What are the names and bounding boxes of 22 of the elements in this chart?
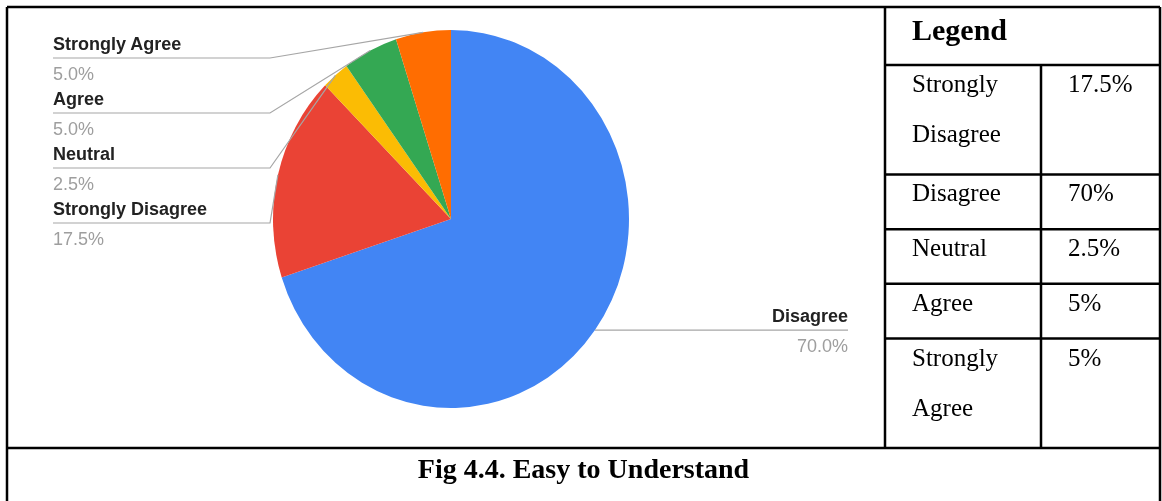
category-label: Disagree (912, 179, 1001, 207)
category-label: Neutral (912, 234, 988, 262)
text: 2.5% (1068, 234, 1121, 262)
slice-label: Agree (53, 89, 105, 109)
slice-label: Strongly Agree (53, 34, 182, 54)
text: 5% (1068, 288, 1102, 316)
slice-label: Neutral (53, 144, 116, 164)
category-label: Strongly Disagree (912, 70, 1001, 147)
text: 5% (1068, 343, 1102, 371)
text: Fig 4.4. Easy to Understand (417, 453, 750, 484)
data-label: 5.0% (53, 119, 95, 139)
text: Legend (912, 13, 1008, 46)
data-label: 70.0% (796, 336, 848, 357)
slice-label: Disagree (771, 306, 848, 327)
data-label: 5.0% (53, 64, 95, 84)
slice-label: Strongly Disagree (53, 199, 208, 219)
text: 17.5% (1068, 70, 1133, 97)
category-label: Agree (912, 288, 974, 316)
text: 70% (1068, 179, 1114, 207)
data-label: 2.5% (53, 174, 95, 194)
data-label: 17.5% (53, 229, 105, 249)
category-label: Strongly Agree (912, 343, 999, 421)
